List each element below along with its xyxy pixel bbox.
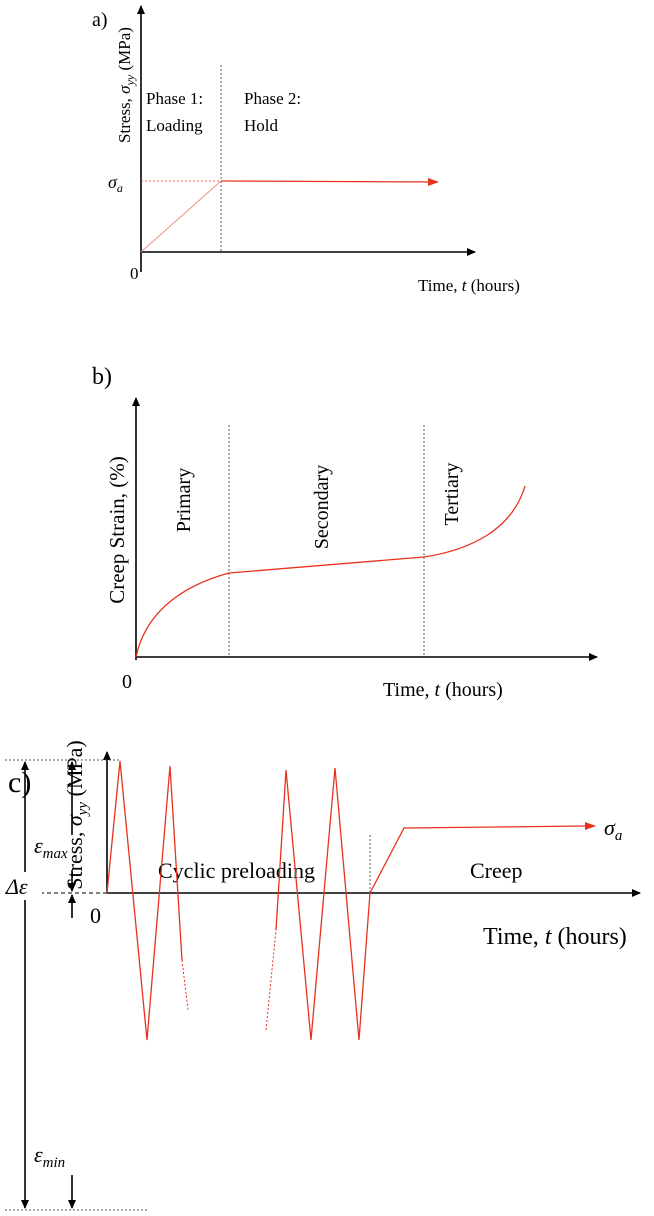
origin-label: 0	[122, 671, 132, 693]
phase-label: Creep	[470, 858, 523, 883]
panel-b: b) Creep Strain, (%) Primary Secondary T…	[92, 364, 598, 701]
panel-label: c)	[8, 766, 31, 799]
cyclic-gap	[265, 929, 277, 1031]
phase-label: Secondary	[311, 465, 333, 549]
level-label: σa	[108, 172, 123, 195]
phase-label: Phase 1:	[146, 89, 203, 108]
x-axis-label: Time, t (hours)	[383, 679, 503, 701]
cyclic-line	[275, 767, 586, 1041]
range-label-bg	[8, 872, 42, 900]
x-axis-label: Time, t (hours)	[418, 276, 520, 295]
level-label: σa	[604, 815, 622, 844]
y-axis-label: Stress, σyy (MPa)	[62, 740, 91, 889]
panel-c: c) Stress, σyy (MPa) Cyclic preloading C…	[5, 740, 641, 1211]
phase-label: Tertiary	[441, 462, 463, 525]
phase-label: Primary	[173, 468, 195, 532]
cyclic-line	[106, 760, 183, 1041]
y-axis-label: Creep Strain, (%)	[105, 456, 129, 604]
origin-label: 0	[90, 903, 101, 928]
phase-label: Loading	[146, 116, 203, 135]
phase-label: Phase 2:	[244, 89, 301, 108]
phase-label: Hold	[244, 116, 279, 135]
panel-a: a) Stress, σyy (MPa) Phase 1: Loading Ph…	[92, 5, 520, 295]
panel-label: b)	[92, 364, 112, 390]
y-axis-label: Stress, σyy (MPa)	[115, 27, 137, 143]
creep-curve	[135, 485, 526, 658]
cyclic-gap	[181, 959, 189, 1011]
range-label: Δε	[5, 874, 28, 899]
phase-label: Cyclic preloading	[158, 858, 315, 883]
hold-line	[220, 177, 439, 186]
loading-line	[140, 180, 222, 253]
panel-label: a)	[92, 9, 108, 31]
origin-label: 0	[130, 264, 139, 283]
min-label: εmin	[34, 1142, 65, 1171]
x-axis-label: Time, t (hours)	[483, 924, 627, 950]
max-label: εmax	[34, 833, 68, 862]
